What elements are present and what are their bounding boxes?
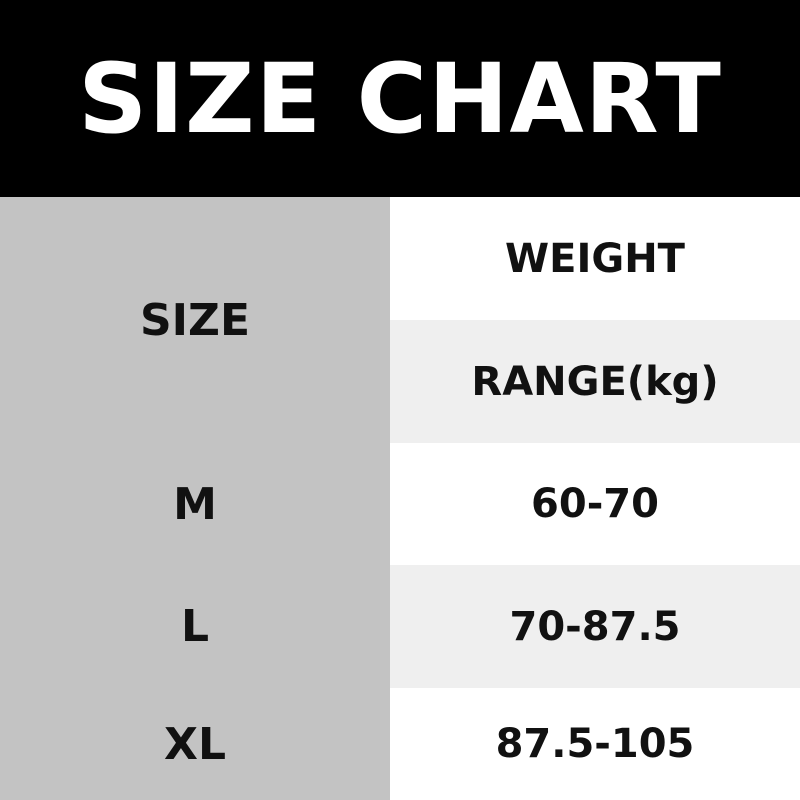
weight-cell-m: 60-70 [390, 443, 800, 565]
size-header: SIZE [139, 294, 251, 346]
weight-header-line2: RANGE(kg) [390, 320, 800, 443]
size-column [0, 197, 390, 800]
size-cell-m: M [173, 478, 217, 530]
size-cell-xl: XL [164, 718, 226, 770]
weight-header-line1: WEIGHT [390, 197, 800, 320]
size-cell-l: L [180, 601, 210, 652]
weight-cell-xl: 87.5-105 [390, 688, 800, 800]
weight-cell-l: 70-87.5 [390, 565, 800, 688]
chart-title: SIZE CHART [0, 0, 800, 197]
